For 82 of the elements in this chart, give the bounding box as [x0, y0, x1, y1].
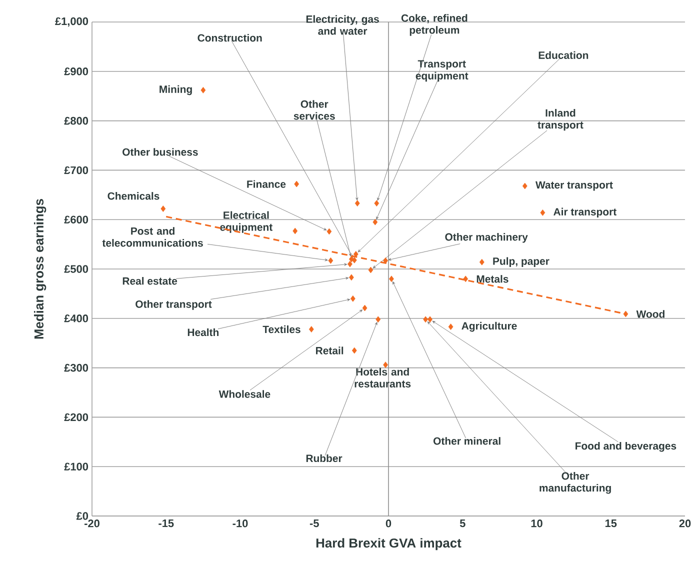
point: [389, 276, 394, 282]
annotation: Finance: [247, 180, 286, 188]
annotation: Other services: [294, 100, 335, 120]
x-tick-label: -5: [310, 520, 319, 528]
annotation: Other mineral: [433, 437, 500, 445]
point: [423, 316, 428, 323]
annotation: Construction: [198, 34, 262, 42]
annotation: Inland transport: [538, 108, 584, 131]
annotation: Education: [538, 51, 588, 59]
x-tick-label: 5: [460, 520, 466, 528]
annotation: Real estate: [122, 277, 178, 285]
annotation: Electrical equipment: [220, 211, 273, 233]
annotation: Transport equipment: [416, 60, 468, 82]
x-tick-label: 10: [531, 520, 542, 528]
point: [522, 182, 528, 190]
y-tick-label: £800: [64, 116, 88, 125]
annotation: Chemicals: [108, 192, 160, 200]
point: [479, 258, 484, 266]
x-tick-label: 20: [679, 520, 691, 528]
point: [160, 206, 166, 212]
point: [350, 295, 356, 302]
y-tick-label: £100: [64, 462, 88, 470]
annotation: Mining: [160, 85, 192, 96]
annotation: Air transport: [554, 208, 616, 218]
point: [353, 250, 358, 258]
point: [623, 310, 628, 318]
y-tick-label: £500: [64, 265, 88, 273]
y-axis-title: Median gross earnings: [34, 199, 46, 339]
point: [372, 218, 378, 226]
annotation: Other transport: [136, 300, 212, 310]
x-tick-label: 0: [386, 520, 392, 528]
annotation: Electricity, gas and water: [306, 15, 379, 35]
annotation: Textiles: [262, 325, 300, 334]
x-tick-label: -20: [84, 520, 100, 528]
point: [354, 200, 360, 206]
annotation: Retail: [316, 346, 344, 354]
y-tick-label: £300: [64, 364, 88, 372]
annotation: Pulp, paper: [493, 257, 550, 267]
annotation: Other manufacturing: [540, 472, 611, 494]
annotation: Wood: [636, 310, 664, 318]
y-tick-label: £0: [76, 512, 88, 520]
x-tick-label: -15: [158, 520, 174, 528]
annotation: Post and telecommunications: [102, 227, 203, 247]
point: [463, 276, 468, 282]
y-tick-label: £200: [64, 413, 88, 422]
y-tick-label: £600: [64, 216, 88, 224]
y-tick-label: £700: [64, 166, 88, 174]
point: [200, 86, 206, 94]
point: [348, 256, 354, 262]
point: [326, 228, 332, 235]
point: [294, 180, 300, 188]
annotation: Coke, refined petroleum: [401, 14, 468, 36]
point: [348, 274, 354, 281]
annotation: Agriculture: [462, 322, 517, 332]
x-axis-title: Hard Brexit GVA impact: [316, 538, 462, 550]
y-tick-label: £1,000: [55, 17, 88, 27]
point: [428, 316, 432, 323]
x-tick-label: -10: [232, 520, 248, 528]
point: [328, 257, 334, 264]
point: [292, 228, 298, 234]
annotation: Other business: [122, 148, 198, 156]
point: [383, 257, 388, 264]
point: [308, 326, 314, 332]
annotation: Health: [188, 328, 219, 336]
annotation: Food and beverages: [576, 442, 676, 452]
point: [376, 316, 381, 323]
annotation: Water transport: [535, 181, 613, 191]
x-tick-label: 15: [605, 520, 617, 528]
point: [540, 209, 546, 216]
point: [352, 347, 357, 354]
y-tick-label: £400: [64, 314, 88, 322]
annotation: Rubber: [306, 454, 342, 462]
point: [374, 200, 380, 206]
y-tick-label: £900: [64, 68, 88, 76]
annotation: Metals: [476, 275, 508, 283]
annotation: Hotels and restaurants: [354, 368, 411, 388]
point: [368, 266, 374, 274]
annotation: Wholesale: [218, 390, 270, 398]
point: [362, 304, 368, 312]
point: [348, 260, 352, 268]
point: [448, 324, 454, 330]
annotation: Other machinery: [445, 233, 528, 243]
